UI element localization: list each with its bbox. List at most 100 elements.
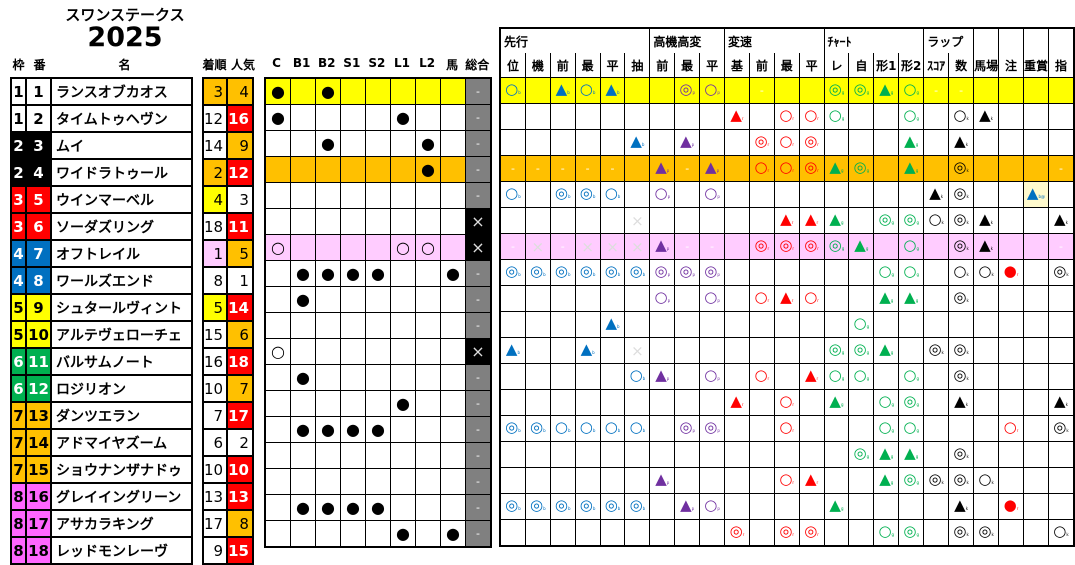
analysis-cell-最: ◎p xyxy=(674,415,701,442)
analysis-cell-前: ▲p xyxy=(649,155,676,182)
table-row: 8 18 レッドモンレーヴ xyxy=(10,536,193,565)
horse-number: 7 xyxy=(25,239,52,268)
analysis-cell-自 xyxy=(848,389,875,416)
popularity: 15 xyxy=(226,536,254,565)
mark-row: ● - xyxy=(264,364,492,391)
finish-position: 16 xyxy=(201,347,229,376)
table-row: 7 14 アドマイヤズーム xyxy=(10,428,193,457)
analysis-cell-形1 xyxy=(873,233,900,260)
analysis-cell-抽: × xyxy=(624,337,651,364)
finish-position: 7 xyxy=(201,401,229,430)
symbol-triangle-icon: ▲k xyxy=(929,183,944,202)
mark-row: - xyxy=(264,442,492,469)
analysis-cell-レ: - xyxy=(823,181,850,208)
analysis-cell-平: ▲p xyxy=(699,155,726,182)
analysis-cell-機 xyxy=(524,363,551,390)
analysis-cell-ｽｺｱ xyxy=(923,285,950,312)
total-cell: - xyxy=(465,312,492,339)
header-mark-5: L1 xyxy=(394,56,410,70)
column-header-8: 平 xyxy=(699,53,726,78)
analysis-cell-指: ◎k xyxy=(1047,415,1075,442)
symbol-triangle-icon: ▲k xyxy=(1054,391,1068,410)
mark-cell-S2 xyxy=(365,77,391,105)
mark-cell-B2 xyxy=(315,468,341,495)
horse-number: 11 xyxy=(25,347,52,376)
analysis-cell-平: - xyxy=(699,441,726,468)
symbol-circle-icon: ○r xyxy=(804,287,819,306)
symbol-double-circle-icon: ◎k xyxy=(953,183,969,202)
symbol-double-circle-icon: ◎b xyxy=(604,261,621,280)
header-mark-0: C xyxy=(272,56,281,70)
mark-cell-B1 xyxy=(290,234,316,261)
mark-cell-B2 xyxy=(315,156,341,183)
symbol-double-circle-icon: ◎b xyxy=(604,495,621,514)
symbol-double-circle-icon: ◎k xyxy=(953,157,969,176)
mark-cell-L2 xyxy=(415,104,441,131)
analysis-cell-注 xyxy=(998,233,1024,260)
mark-cell-S2: ● xyxy=(365,416,391,443)
analysis-cell-馬場 xyxy=(973,155,1000,182)
mark-cell-L1: ● xyxy=(390,390,416,417)
analysis-cell-形1: ▲g xyxy=(873,337,900,364)
analysis-cell-前: - xyxy=(748,415,775,442)
symbol-triangle-icon: ▲g xyxy=(879,339,894,358)
symbol-double-circle-icon: ◎g xyxy=(853,339,870,358)
mark-cell-B1: ● xyxy=(290,364,316,391)
analysis-cell-数: ◎k xyxy=(948,337,975,364)
analysis-cell-最: - xyxy=(674,155,701,182)
symbol-circle-icon: ○g xyxy=(903,417,920,436)
analysis-cell-注 xyxy=(998,519,1024,547)
mark-cell-L2 xyxy=(415,416,441,443)
analysis-row: - - - - ○p - ○p ○r ▲r ○r ▲g ▲g ◎k - xyxy=(499,285,1075,312)
mark-cell-馬 xyxy=(440,416,466,443)
total-cell: - xyxy=(465,104,492,131)
analysis-cell-注 xyxy=(998,467,1024,494)
mark-row: ○ ○ ○ × xyxy=(264,234,492,261)
analysis-row: - - ▲b - - - - - - ○g - - - - xyxy=(499,311,1075,338)
analysis-cell-レ: ◎g xyxy=(823,77,850,104)
mark-cell-S1 xyxy=(340,104,366,131)
total-cell: - xyxy=(465,286,492,313)
mark-cell-B2 xyxy=(315,442,341,469)
analysis-row: - - - - - - - - - ▲r - ○r ○r ○g ○g ○k ▲k - xyxy=(499,103,1075,130)
symbol-circle-icon: ○g xyxy=(878,521,895,540)
popularity: 7 xyxy=(226,374,254,403)
symbol-circle-icon: ○p xyxy=(704,79,720,98)
total-cell: - xyxy=(465,260,492,287)
symbol-double-circle-icon: ◎r xyxy=(779,235,795,254)
analysis-cell-ｽｺｱ: ○k xyxy=(923,207,950,234)
analysis-cell-自: ◎g xyxy=(848,441,875,468)
symbol-triangle-icon: ▲p xyxy=(655,157,670,176)
symbol-double-circle-icon: ◎p xyxy=(654,261,671,280)
analysis-cell-数: - xyxy=(948,77,975,104)
mark-cell-S2 xyxy=(365,104,391,131)
table-row: 1 2 タイムトゥヘヴン xyxy=(10,104,193,133)
mark-cell-S2 xyxy=(365,338,391,365)
analysis-cell-最: ▲p xyxy=(674,493,701,520)
analysis-cell-最 xyxy=(773,363,800,390)
mark-cell-L2 xyxy=(415,494,441,521)
analysis-cell-注 xyxy=(998,389,1024,416)
analysis-cell-自: - xyxy=(848,181,875,208)
symbol-triangle-icon: ▲b xyxy=(555,79,570,98)
popularity: 3 xyxy=(226,185,254,214)
mark-cell-L1 xyxy=(390,260,416,287)
analysis-cell-平: - xyxy=(798,181,825,208)
mark-cell-S1 xyxy=(340,312,366,339)
symbol-triangle-icon: ▲b xyxy=(605,79,620,98)
analysis-cell-最: - xyxy=(773,493,800,520)
analysis-cell-平: - xyxy=(599,155,626,182)
analysis-cell-数: ◎k xyxy=(948,155,975,182)
analysis-cell-注 xyxy=(998,311,1024,338)
analysis-cell-数: ○k xyxy=(948,259,975,286)
mark-cell-馬 xyxy=(440,468,466,495)
mark-cell-B2 xyxy=(315,520,341,548)
popularity: 1 xyxy=(226,266,254,295)
mark-cell-B2 xyxy=(315,104,341,131)
analysis-cell-馬場 xyxy=(973,389,1000,416)
analysis-row: ◎b ◎b ○b ○b ○b ○b - ◎p ◎p - ○r - ○g ○g - - ○r ◎k xyxy=(499,415,1075,442)
analysis-cell-形1 xyxy=(873,493,900,520)
horse-name: レッドモンレーヴ xyxy=(50,536,193,565)
